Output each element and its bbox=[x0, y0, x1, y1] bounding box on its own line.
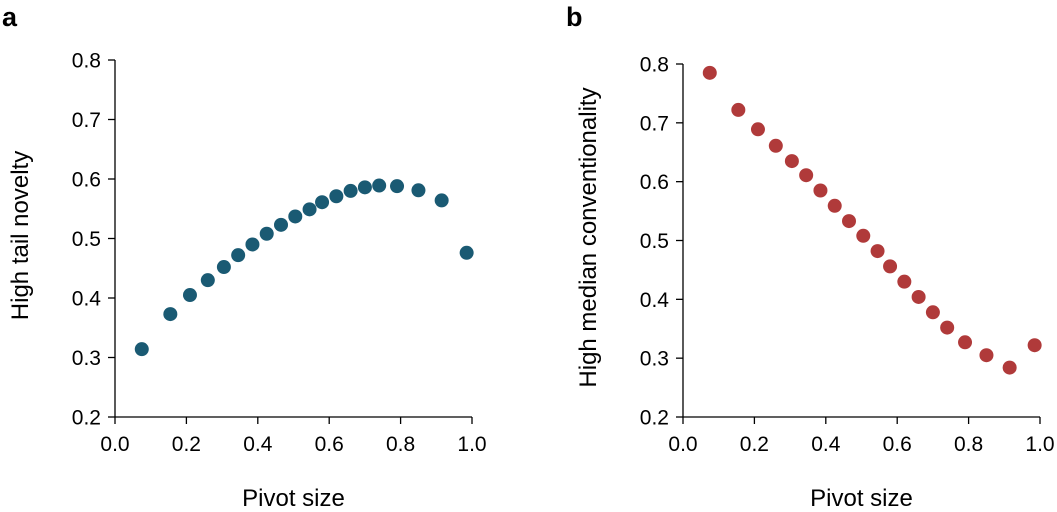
chart-a-data-point bbox=[343, 183, 358, 198]
chart-b-y-tick-label: 0.5 bbox=[640, 230, 669, 253]
chart-a-x-tick-label: 0.4 bbox=[243, 433, 273, 456]
chart-b-data-point bbox=[813, 183, 828, 198]
chart-a-x-tick-label: 0.0 bbox=[100, 433, 129, 456]
chart-b-data-point bbox=[870, 244, 885, 259]
chart-a-data-point bbox=[411, 183, 426, 198]
chart-a-x-axis-title: Pivot size bbox=[242, 485, 345, 512]
chart-a-x-tick-label: 0.8 bbox=[386, 433, 415, 456]
chart-a-data-point bbox=[357, 180, 372, 195]
chart-a-data-point bbox=[329, 189, 344, 204]
chart-a-data-point bbox=[434, 193, 449, 208]
chart-b-x-tick-label: 0.6 bbox=[883, 433, 912, 456]
chart-b-data-point bbox=[958, 335, 973, 350]
chart-a-data-point bbox=[459, 245, 474, 260]
chart-b-data-point bbox=[768, 138, 783, 153]
chart-b-data-point bbox=[925, 305, 940, 320]
chart-a-data-point bbox=[216, 260, 231, 275]
chart-a-data-point bbox=[274, 217, 289, 232]
chart-a-y-tick-label: 0.8 bbox=[72, 50, 101, 73]
chart-a-panel-label: a bbox=[2, 2, 18, 32]
chart-a-data-point bbox=[302, 202, 317, 217]
chart-b-x-tick-label: 1.0 bbox=[1025, 433, 1054, 456]
chart-a-data-point bbox=[245, 237, 260, 252]
chart-b-data-point bbox=[731, 102, 746, 117]
chart-a-data-point bbox=[288, 209, 303, 224]
chart-a-x-tick-label: 0.2 bbox=[172, 433, 201, 456]
chart-a-data-point bbox=[163, 307, 178, 322]
chart-b-panel-label: b bbox=[566, 2, 583, 32]
chart-b-data-point bbox=[750, 122, 765, 137]
chart-b-y-tick-label: 0.2 bbox=[640, 407, 669, 430]
chart-b-data-point bbox=[911, 289, 926, 304]
chart-a-data-point bbox=[231, 248, 246, 263]
chart-b-y-axis-title: High median conventionality bbox=[575, 87, 602, 387]
chart-a-y-tick-label: 0.4 bbox=[72, 288, 102, 311]
chart-a-y-tick-label: 0.5 bbox=[72, 228, 101, 251]
chart-a-data-point bbox=[134, 342, 149, 357]
chart-a-x-tick-label: 0.6 bbox=[315, 433, 344, 456]
chart-b-x-tick-label: 0.4 bbox=[811, 433, 841, 456]
chart-b-data-point bbox=[799, 168, 814, 183]
chart-a-data-point bbox=[390, 179, 405, 194]
chart-b-data-point bbox=[979, 348, 994, 363]
chart-b-x-tick-label: 0.2 bbox=[740, 433, 769, 456]
chart-b-data-point bbox=[856, 228, 871, 243]
chart-a-data-point bbox=[372, 178, 387, 193]
chart-b-data-point bbox=[842, 214, 857, 229]
chart-b-x-tick-label: 0.0 bbox=[668, 433, 697, 456]
chart-a-data-point bbox=[259, 226, 274, 241]
chart-a-data-point bbox=[200, 273, 215, 288]
chart-b-data-point bbox=[784, 154, 799, 169]
chart-b-data-point bbox=[883, 259, 898, 274]
chart-b-y-tick-label: 0.7 bbox=[640, 112, 669, 135]
chart-a-data-point bbox=[315, 195, 330, 210]
chart-a-y-tick-label: 0.3 bbox=[72, 347, 101, 370]
chart-a-data-point bbox=[182, 288, 197, 303]
chart-a-y-tick-label: 0.7 bbox=[72, 109, 101, 132]
chart-b-data-point bbox=[827, 198, 842, 213]
chart-b-y-tick-label: 0.4 bbox=[640, 289, 670, 312]
chart-b-data-point bbox=[940, 320, 955, 335]
chart-b-x-axis-title: Pivot size bbox=[810, 485, 913, 512]
chart-b-y-tick-label: 0.8 bbox=[640, 54, 669, 77]
chart-b-x-tick-label: 0.8 bbox=[954, 433, 983, 456]
chart-b-data-point bbox=[702, 65, 717, 80]
chart-a-y-axis-title: High tail novelty bbox=[7, 151, 34, 320]
chart-b-data-point bbox=[897, 274, 912, 289]
chart-a-y-tick-label: 0.6 bbox=[72, 169, 101, 192]
chart-b-data-point bbox=[1002, 360, 1017, 375]
chart-b-data-point bbox=[1027, 338, 1042, 353]
chart-a-y-tick-label: 0.2 bbox=[72, 407, 101, 430]
chart-a-x-tick-label: 1.0 bbox=[457, 433, 486, 456]
chart-b-y-tick-label: 0.3 bbox=[640, 348, 669, 371]
chart-b-y-tick-label: 0.6 bbox=[640, 171, 669, 194]
